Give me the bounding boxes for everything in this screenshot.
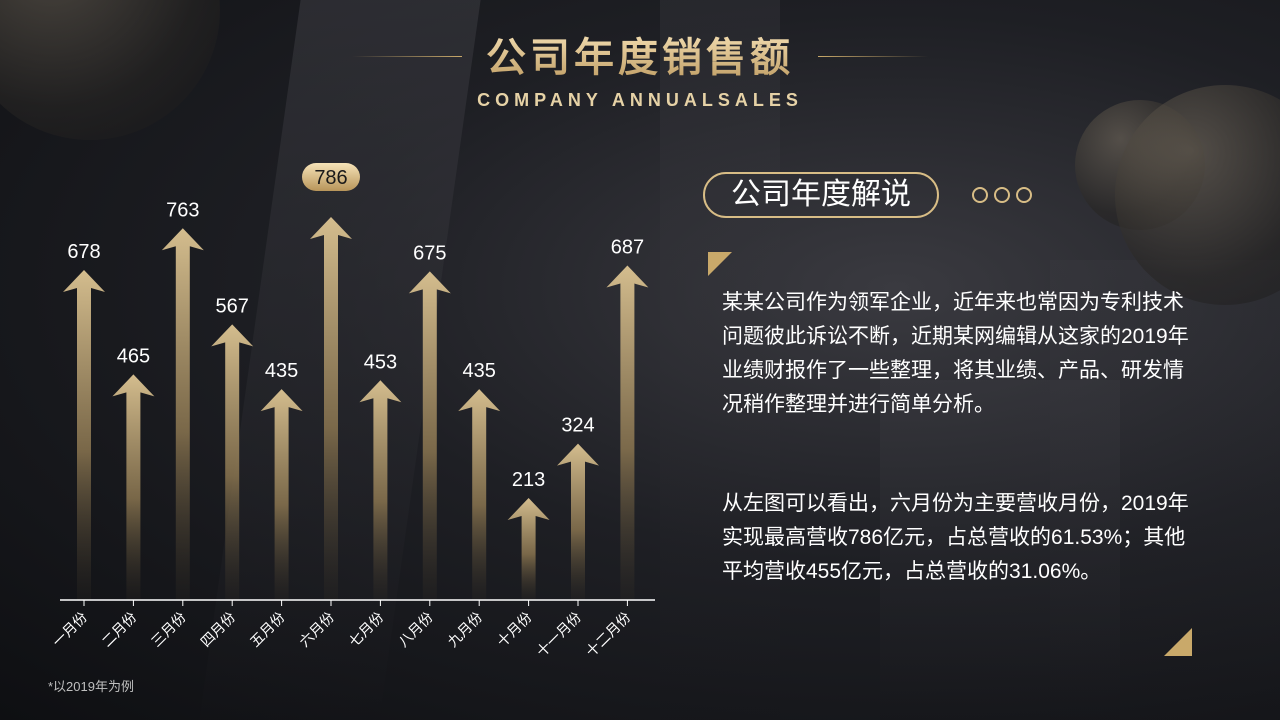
dot-icon bbox=[972, 187, 988, 203]
panel-heading: 公司年度解说 bbox=[703, 172, 939, 218]
chart-footnote: *以2019年为例 bbox=[48, 679, 134, 694]
bar-六月份 bbox=[310, 217, 352, 600]
bar-十二月份 bbox=[606, 265, 649, 600]
bar-十月份 bbox=[507, 498, 550, 600]
data-label: 567 bbox=[216, 295, 249, 317]
data-label: 435 bbox=[463, 360, 496, 382]
x-tick-label: 九月份 bbox=[444, 609, 485, 650]
dots-decoration bbox=[972, 187, 1038, 208]
x-tick-label: 一月份 bbox=[49, 609, 90, 650]
description-paragraph-2: 从左图可以看出，六月份为主要营收月份，2019年实现最高营收786亿元，占总营收… bbox=[722, 492, 1189, 583]
data-label: 213 bbox=[512, 469, 545, 491]
data-label: 786 bbox=[314, 167, 347, 189]
decorative-sphere bbox=[1115, 85, 1280, 305]
bar-八月份 bbox=[408, 271, 451, 600]
page-subtitle: COMPANY ANNUALSALES bbox=[477, 90, 803, 110]
x-tick-label: 四月份 bbox=[197, 609, 238, 650]
x-tick-label: 十月份 bbox=[494, 609, 535, 650]
data-label: 675 bbox=[413, 242, 446, 264]
page-title: 公司年度销售额 bbox=[0, 28, 1280, 88]
data-label: 453 bbox=[364, 351, 397, 373]
bar-七月份 bbox=[359, 380, 402, 600]
title-divider-right bbox=[818, 56, 928, 57]
bar-四月份 bbox=[211, 324, 254, 600]
x-tick-label: 五月份 bbox=[247, 609, 288, 650]
corner-triangle-icon bbox=[1164, 628, 1192, 656]
bar-五月份 bbox=[260, 389, 303, 600]
bar-九月份 bbox=[458, 389, 501, 600]
x-tick-label: 十一月份 bbox=[533, 609, 584, 660]
x-tick-label: 二月份 bbox=[99, 609, 140, 650]
title-divider-left bbox=[352, 56, 462, 57]
data-label: 435 bbox=[265, 360, 298, 382]
data-label: 687 bbox=[611, 237, 644, 259]
sales-bar-chart: 678 一月份 465 二月份 763 三月份 567 四月份 435 五月份 786 六月份 453 七… bbox=[49, 163, 655, 660]
highlight-badge bbox=[302, 163, 360, 191]
dot-icon bbox=[1016, 187, 1032, 203]
data-label: 324 bbox=[561, 415, 594, 437]
x-tick-label: 七月份 bbox=[346, 609, 387, 650]
x-tick-label: 八月份 bbox=[395, 609, 436, 650]
description-paragraph-1: 某某公司作为领军企业，近年来也常因为专利技术问题彼此诉讼不断，近期某网编辑从这家… bbox=[722, 291, 1189, 416]
background-building bbox=[660, 0, 780, 720]
bar-十一月份 bbox=[557, 443, 599, 600]
background-building bbox=[880, 380, 1120, 720]
data-label: 678 bbox=[67, 241, 100, 263]
bar-一月份 bbox=[63, 269, 105, 600]
data-label: 465 bbox=[117, 345, 150, 367]
x-tick-label: 六月份 bbox=[296, 609, 337, 650]
bar-二月份 bbox=[112, 374, 155, 600]
bar-三月份 bbox=[161, 228, 204, 600]
data-label: 763 bbox=[166, 199, 199, 221]
title-block: 公司年度销售额 COMPANY ANNUALSALES bbox=[0, 28, 1280, 111]
corner-triangle-icon bbox=[708, 252, 732, 276]
dot-icon bbox=[994, 187, 1010, 203]
x-tick-label: 三月份 bbox=[148, 609, 189, 650]
x-tick-label: 十二月份 bbox=[583, 609, 634, 660]
